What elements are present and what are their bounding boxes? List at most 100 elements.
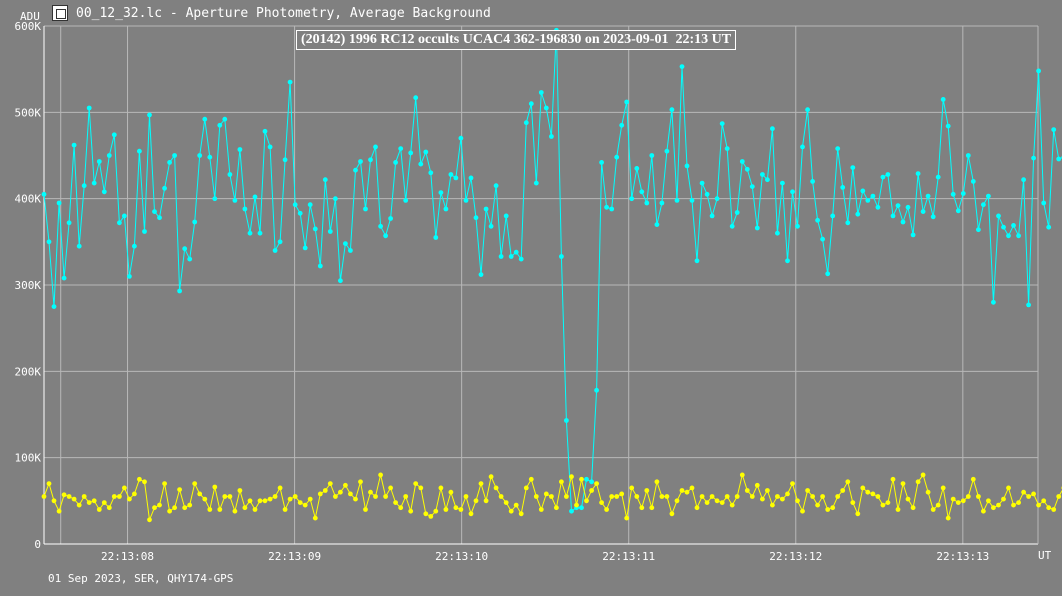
data-point (46, 239, 52, 245)
data-point (599, 500, 604, 505)
data-point (338, 489, 343, 495)
data-point (785, 491, 790, 497)
data-point (810, 179, 815, 184)
data-point (639, 505, 645, 511)
data-point (1011, 223, 1016, 228)
data-point (996, 502, 1001, 508)
data-point (257, 230, 263, 236)
data-point (122, 213, 127, 219)
data-point (935, 502, 941, 508)
data-point (579, 505, 584, 511)
data-point (925, 489, 931, 495)
data-point (448, 489, 454, 495)
data-point (1056, 494, 1062, 499)
chart-title: (20142) 1996 RC12 occults UCAC4 362-1968… (296, 30, 737, 50)
data-point (549, 494, 554, 499)
data-point (765, 488, 770, 493)
data-point (433, 235, 439, 240)
data-point (413, 481, 419, 486)
data-point (579, 476, 584, 482)
data-point (493, 183, 499, 189)
data-point (569, 508, 574, 514)
data-point (543, 105, 549, 111)
data-point (292, 202, 298, 208)
data-point (232, 198, 238, 203)
data-point (760, 172, 765, 177)
data-point (940, 97, 946, 102)
data-point (795, 498, 800, 504)
series-layer (41, 27, 1062, 523)
data-point (363, 507, 368, 512)
data-point (227, 494, 233, 499)
data-point (885, 500, 891, 505)
window-titlebar: 00_12_32.lc - Aperture Photometry, Avera… (52, 4, 491, 22)
data-point (845, 220, 851, 226)
data-point (338, 278, 343, 284)
data-point (574, 502, 579, 508)
data-point (538, 90, 544, 95)
data-point (187, 502, 193, 508)
data-point (915, 479, 921, 485)
data-point (865, 489, 871, 495)
y-tick-label: 0 (34, 538, 41, 551)
data-point (815, 217, 820, 223)
data-point (604, 507, 609, 512)
data-point (739, 159, 745, 164)
data-point (408, 508, 414, 514)
data-point (443, 206, 449, 212)
data-point (147, 517, 152, 523)
data-point (765, 177, 770, 183)
data-point (629, 196, 635, 202)
data-point (749, 184, 755, 190)
data-point (463, 198, 469, 203)
x-axis-unit: UT (1038, 549, 1052, 562)
data-point (106, 505, 112, 511)
data-point (91, 498, 97, 504)
data-point (614, 494, 620, 499)
data-point (1021, 489, 1026, 495)
data-point (167, 508, 173, 514)
data-point (142, 479, 147, 485)
data-point (1006, 233, 1011, 239)
data-point (754, 482, 760, 488)
data-point (594, 481, 599, 486)
data-point (533, 494, 539, 499)
data-point (41, 494, 47, 499)
data-point (775, 230, 780, 236)
data-point (398, 146, 404, 152)
y-tick-label: 100K (15, 452, 42, 465)
data-point (126, 496, 132, 502)
data-point (870, 491, 876, 497)
data-point (343, 482, 348, 488)
data-point (744, 488, 750, 493)
data-point (860, 188, 866, 194)
data-point (277, 485, 283, 491)
data-point (564, 418, 569, 423)
data-point (830, 505, 836, 511)
data-point (780, 496, 785, 502)
data-point (689, 198, 695, 203)
data-point (619, 491, 625, 497)
data-point (654, 222, 660, 228)
data-point (599, 160, 604, 165)
data-point (1051, 127, 1057, 132)
data-point (126, 274, 132, 279)
data-point (569, 474, 574, 480)
data-point (1016, 233, 1021, 239)
data-point (262, 128, 268, 134)
data-point (493, 485, 499, 491)
data-point (674, 198, 680, 203)
data-point (976, 494, 981, 499)
data-point (428, 514, 434, 519)
data-point (800, 508, 805, 514)
data-point (96, 507, 102, 512)
data-point (523, 120, 529, 126)
data-point (895, 507, 901, 512)
data-point (327, 229, 333, 234)
data-point (287, 496, 293, 502)
data-point (322, 177, 328, 183)
data-point (373, 494, 378, 499)
data-point (518, 256, 524, 262)
data-point (463, 494, 469, 499)
data-point (66, 494, 72, 499)
